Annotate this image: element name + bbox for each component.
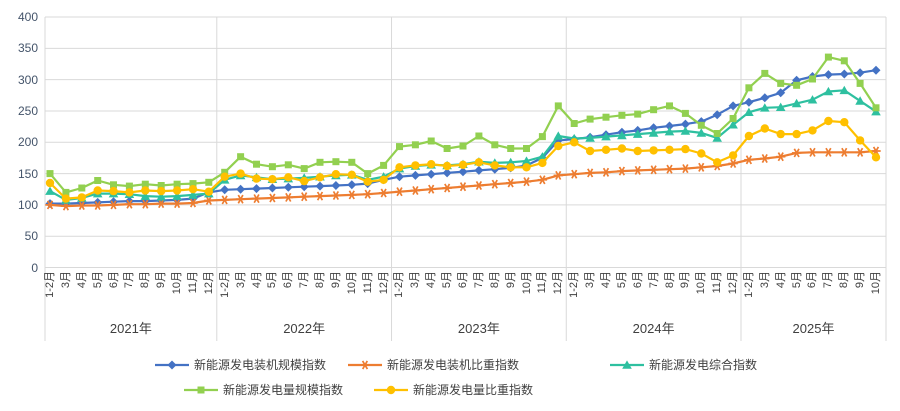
y-axis-tick-label: 300: [17, 72, 38, 87]
x-axis-month-label: 11月: [536, 271, 549, 294]
legend-item-circle: 新能源发电量比重指数: [374, 382, 533, 397]
x-axis-month-label: 4月: [774, 271, 787, 289]
x-axis-month-label: 3月: [234, 271, 247, 289]
x-axis-month-label: 8月: [314, 271, 327, 289]
x-axis-month-label: 12月: [727, 271, 740, 295]
x-axis-month-label: 11月: [711, 271, 724, 294]
x-axis-month-label: 7月: [298, 271, 311, 289]
x-axis-month-label: 6月: [282, 271, 295, 289]
y-axis-tick-label: 200: [17, 135, 38, 150]
y-axis-tick-label: 0: [31, 260, 38, 275]
x-axis-month-label: 10月: [345, 271, 358, 295]
x-axis-month-label: 9月: [679, 271, 692, 289]
x-axis-month-label: 10月: [520, 271, 533, 295]
legend-circle-marker-icon: [374, 385, 408, 394]
legend-item-diamond: 新能源发电装机规模指数: [155, 357, 326, 372]
y-axis-tick-label: 150: [17, 166, 38, 181]
x-axis-month-label: 1-2月: [393, 271, 406, 298]
x-axis-year-label: 2024年: [632, 321, 675, 336]
legend-star-marker-icon: [348, 359, 382, 370]
x-axis-month-label: 1-2月: [44, 271, 56, 298]
x-axis-month-label: 7月: [822, 271, 835, 289]
x-axis-month-label: 11月: [186, 271, 199, 294]
x-axis-month-label: 1-2月: [742, 271, 755, 298]
legend-label: 新能源发电装机比重指数: [387, 358, 520, 372]
x-axis-month-label: 6月: [457, 271, 469, 289]
x-axis-month-label: 3月: [409, 271, 422, 289]
x-axis-month-label: 4月: [250, 271, 263, 289]
x-axis-month-label: 6月: [806, 271, 819, 289]
x-axis-month-label: 5月: [790, 271, 803, 289]
x-axis-month-label: 5月: [441, 271, 454, 289]
x-axis-month-label: 10月: [695, 271, 708, 295]
x-axis-month-label: 1-2月: [218, 271, 231, 298]
x-axis-month-label: 3月: [59, 271, 72, 289]
x-axis-month-label: 9月: [504, 271, 517, 289]
x-axis-month-label: 4月: [425, 271, 438, 289]
x-axis-month-label: 9月: [854, 271, 867, 289]
legend-item-square: 新能源发电量规模指数: [184, 382, 343, 397]
x-axis-month-label: 7月: [123, 271, 136, 289]
x-axis-month-label: 6月: [107, 271, 120, 289]
y-axis-tick-label: 100: [17, 197, 38, 212]
x-axis-month-label: 7月: [647, 271, 660, 289]
x-axis-month-label: 10月: [870, 271, 883, 295]
y-axis-tick-label: 400: [17, 10, 38, 24]
x-axis-month-label: 3月: [584, 271, 597, 289]
y-axis-tick-label: 350: [17, 41, 38, 56]
y-axis-tick-label: 250: [17, 103, 38, 118]
x-axis-month-label: 6月: [631, 271, 644, 289]
x-axis-month-label: 5月: [615, 271, 628, 289]
x-axis-month-label: 9月: [329, 271, 342, 289]
x-axis-month-label: 1-2月: [568, 271, 581, 298]
legend-label: 新能源发电量规模指数: [223, 383, 344, 397]
legend-label: 新能源发电综合指数: [649, 358, 758, 372]
x-axis-month-label: 12月: [202, 271, 215, 295]
x-axis-month-label: 12月: [377, 271, 390, 295]
x-axis-month-label: 3月: [758, 271, 771, 289]
x-axis-month-label: 8月: [139, 271, 152, 289]
x-axis-month-label: 7月: [472, 271, 485, 289]
x-axis-year-label: 2021年: [109, 321, 152, 336]
x-axis-month-label: 5月: [91, 271, 104, 289]
x-axis-month-label: 10月: [171, 271, 184, 295]
legend-diamond-marker-icon: [155, 360, 189, 369]
y-axis-tick-label: 50: [24, 229, 38, 244]
x-axis-month-label: 4月: [75, 271, 88, 289]
legend-item-star: 新能源发电装机比重指数: [348, 357, 519, 372]
x-axis-month-label: 12月: [552, 271, 565, 295]
x-axis-month-label: 5月: [266, 271, 279, 289]
legend-item-triangle: 新能源发电综合指数: [610, 357, 757, 372]
x-axis-month-label: 8月: [663, 271, 676, 289]
x-axis-year-label: 2022年: [283, 321, 326, 336]
x-axis-month-label: 11月: [361, 271, 374, 294]
x-axis-year-label: 2023年: [457, 321, 500, 336]
x-axis-month-label: 4月: [599, 271, 612, 289]
legend-label: 新能源发电装机规模指数: [194, 358, 327, 372]
legend-triangle-marker-icon: [610, 359, 644, 369]
legend-square-marker-icon: [184, 386, 218, 393]
x-axis-month-label: 8月: [488, 271, 501, 289]
x-axis-month-label: 9月: [155, 271, 168, 289]
x-axis-year-label: 2025年: [792, 321, 835, 336]
legend-label: 新能源发电量比重指数: [413, 383, 534, 397]
x-axis-month-label: 8月: [838, 271, 851, 289]
